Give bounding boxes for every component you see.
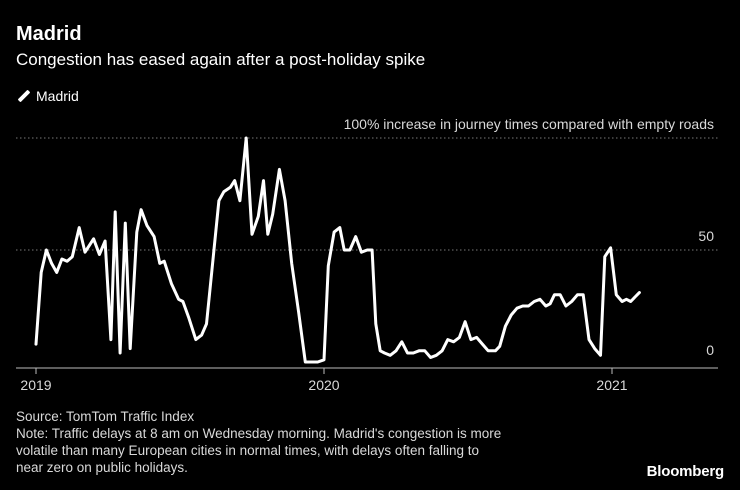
legend-label: Madrid — [36, 88, 79, 104]
source-text: Source: TomTom Traffic Index — [16, 409, 195, 424]
y-tick-label: 0 — [706, 342, 714, 358]
bloomberg-logo: Bloomberg — [646, 463, 725, 480]
note-line: near zero on public holidays. — [16, 460, 188, 475]
x-tick-label: 2020 — [308, 377, 339, 393]
series-layer — [34, 136, 641, 364]
chart-title: Madrid — [16, 23, 82, 45]
y-tick-label: 100% increase in journey times compared … — [344, 116, 714, 132]
x-tick-label: 2021 — [596, 377, 627, 393]
footer: Source: TomTom Traffic Index Note: Traff… — [16, 408, 616, 476]
gridlines: 100% increase in journey times compared … — [16, 116, 718, 358]
note-line: volatile than many European cities in no… — [16, 443, 479, 458]
chart-subtitle: Congestion has eased again after a post-… — [16, 50, 426, 69]
y-tick-label: 50 — [698, 228, 714, 244]
x-tick-label: 2019 — [20, 377, 51, 393]
series-line-madrid — [34, 136, 641, 364]
x-axis: 2019 2020 2021 — [16, 367, 718, 393]
note-line: Note: Traffic delays at 8 am on Wednesda… — [16, 426, 502, 441]
legend: Madrid — [16, 86, 79, 106]
